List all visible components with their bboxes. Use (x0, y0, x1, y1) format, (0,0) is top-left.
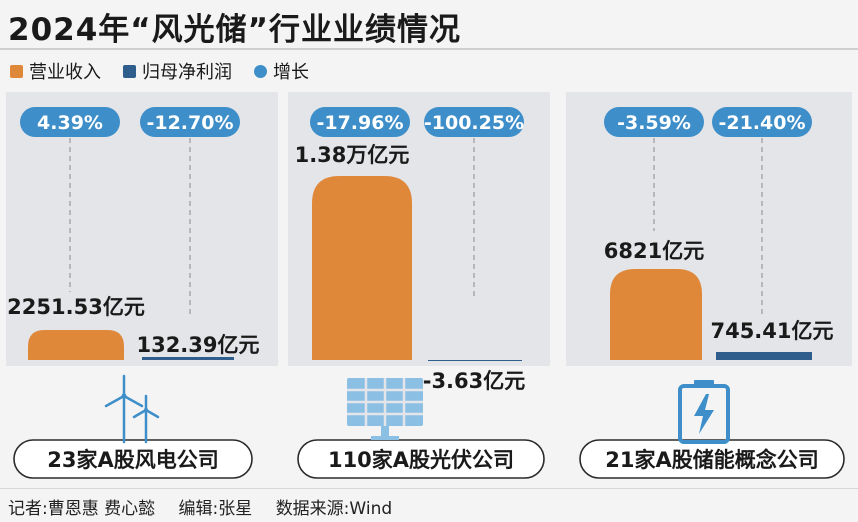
growth-pill-profit-0-label: -12.70% (146, 112, 233, 134)
category-label-0: 23家A股风电公司 (47, 448, 218, 472)
growth-pill-profit-0 (140, 107, 240, 137)
profit-value-label-0: 132.39亿元 (136, 333, 259, 357)
legend-item-revenue: 营业收入 (10, 58, 101, 84)
growth-pill-revenue-1 (310, 107, 410, 137)
category-box-0 (13, 439, 253, 479)
profit-value-label-1: -3.63亿元 (423, 369, 526, 393)
battery-storage-icon (678, 380, 730, 444)
legend-label-profit: 归母净利润 (142, 62, 232, 83)
revenue-value-label-0: 2251.53亿元 (7, 295, 145, 319)
legend-swatch-revenue (10, 64, 23, 78)
revenue-bar-2 (610, 269, 702, 360)
category-label-1: 110家A股光伏公司 (328, 448, 514, 472)
revenue-value-label-2: 6821亿元 (604, 239, 704, 263)
footer-editor: 编辑:张星 (178, 499, 253, 519)
footer-reporter: 记者:曹恩惠 费心懿 (8, 499, 156, 519)
legend: 营业收入 归母净利润 增长 (10, 58, 331, 84)
growth-pill-profit-2 (712, 107, 812, 137)
legend-label-growth: 增长 (273, 62, 309, 83)
panel-wind (6, 92, 278, 366)
growth-pill-profit-1 (424, 107, 524, 137)
growth-pill-revenue-2 (604, 107, 704, 137)
legend-item-profit: 归母净利润 (123, 58, 232, 84)
profit-bar-0 (142, 357, 234, 360)
growth-pill-revenue-2-label: -3.59% (617, 112, 691, 134)
solar-panel-icon (347, 378, 423, 440)
profit-bar-1 (428, 360, 522, 361)
growth-pill-revenue-0 (20, 107, 120, 137)
growth-pill-profit-2-label: -21.40% (718, 112, 805, 134)
revenue-bar-0 (28, 329, 124, 360)
profit-bar-2 (716, 352, 812, 360)
legend-label-revenue: 营业收入 (29, 62, 101, 83)
wind-turbine-icon (104, 374, 160, 444)
category-box-1 (297, 439, 545, 479)
legend-item-growth: 增长 (254, 58, 309, 84)
category-label-2: 21家A股储能概念公司 (605, 448, 818, 472)
growth-pill-profit-1-label: -100.25% (424, 112, 524, 134)
footer-source: 数据来源:Wind (275, 499, 393, 519)
growth-pill-revenue-1-label: -17.96% (316, 112, 403, 134)
profit-value-label-2: 745.41亿元 (710, 319, 833, 343)
footer-divider (0, 488, 858, 489)
title-divider (0, 48, 858, 50)
footer: 记者:曹恩惠 费心懿 编辑:张星 数据来源:Wind (8, 494, 410, 519)
revenue-bar-1 (312, 176, 412, 360)
chart-title: 2024年“风光储”行业业绩情况 (8, 12, 462, 48)
revenue-value-label-1: 1.38万亿元 (295, 143, 410, 167)
growth-pill-revenue-0-label: 4.39% (37, 112, 103, 134)
legend-swatch-profit (123, 64, 136, 78)
legend-swatch-growth (254, 64, 267, 78)
